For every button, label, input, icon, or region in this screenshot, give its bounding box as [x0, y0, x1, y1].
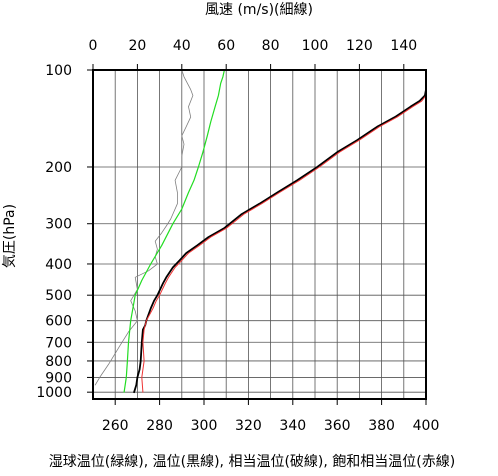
top-tick-label: 100	[302, 38, 329, 54]
top-tick-label: 40	[173, 38, 191, 54]
top-tick-label: 140	[390, 38, 417, 54]
top-tick-label: 80	[262, 38, 280, 54]
pressure-tick-label: 100	[45, 63, 72, 79]
series-layer	[94, 69, 427, 394]
top-tick-label: 0	[89, 38, 98, 54]
plot-frame	[92, 69, 427, 400]
grid-layer	[93, 69, 426, 399]
wet-bulb-potential-temperature-line	[123, 69, 225, 393]
bottom-tick-label: 360	[324, 418, 351, 434]
bottom-axis-title: 湿球温位(緑線), 温位(黒線), 相当温位(破線), 飽和相当温位(赤線)	[49, 453, 455, 470]
y-axis-title: 気圧(hPa)	[2, 204, 18, 268]
bottom-tick-label: 340	[279, 418, 306, 434]
bottom-tick-label: 280	[146, 418, 173, 434]
pressure-tick-label: 500	[45, 288, 72, 304]
pressure-tick-label: 800	[45, 354, 72, 370]
pressure-tick-label: 700	[45, 335, 72, 351]
pressure-tick-label: 600	[45, 314, 72, 330]
pressure-tick-label: 900	[45, 370, 72, 386]
top-axis-title: 風速 (m/s)(細線)	[205, 2, 313, 18]
bottom-tick-label: 380	[368, 418, 395, 434]
equivalent-potential-temperature-line	[133, 89, 427, 393]
bottom-tick-label: 320	[235, 418, 262, 434]
bottom-tick-label: 300	[191, 418, 218, 434]
pressure-tick-label: 1000	[36, 385, 72, 401]
potential-temperature-line	[133, 88, 427, 394]
bottom-tick-label: 400	[413, 418, 440, 434]
top-tick-label: 20	[128, 38, 146, 54]
pressure-tick-label: 200	[45, 160, 72, 176]
bottom-tick-label: 260	[102, 418, 129, 434]
saturated-equivalent-potential-temperature-line	[141, 95, 427, 393]
pressure-tick-label: 400	[45, 257, 72, 273]
wind-speed-line	[94, 69, 194, 386]
top-tick-label: 60	[217, 38, 235, 54]
pressure-tick-label: 300	[45, 217, 72, 233]
tick-layer: 260 280 300 320 340 360 380 400 0 20 40 60 80 100 120 1…	[36, 38, 439, 434]
top-tick-label: 120	[346, 38, 373, 54]
